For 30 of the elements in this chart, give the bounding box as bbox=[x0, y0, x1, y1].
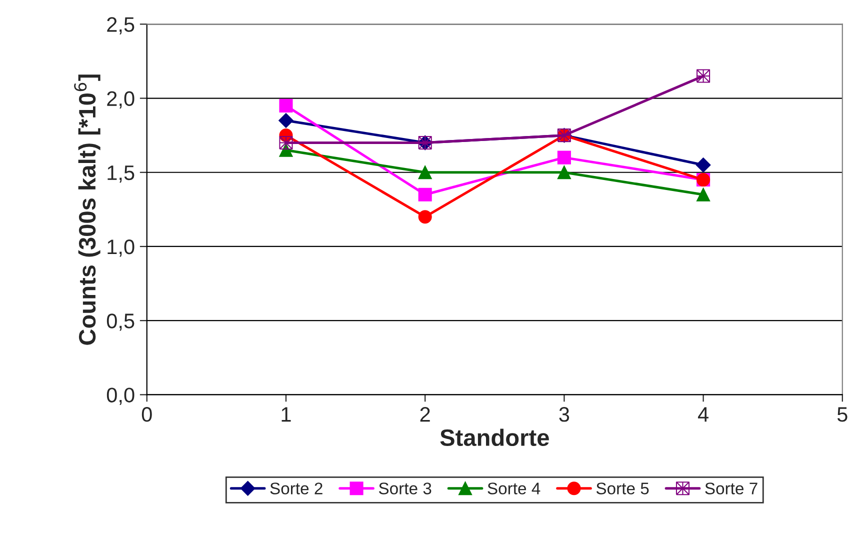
point bbox=[418, 210, 432, 224]
y-tick-label: 2,0 bbox=[107, 91, 134, 108]
legend-label: Sorte 3 bbox=[378, 482, 432, 494]
x-tick-label: 2 bbox=[420, 407, 430, 422]
point bbox=[418, 166, 432, 180]
point bbox=[278, 113, 294, 128]
y-tick-label: 2,5 bbox=[107, 17, 134, 34]
x-tick-label: 0 bbox=[142, 407, 152, 422]
y-tick-label: 1,0 bbox=[108, 239, 134, 257]
point bbox=[557, 166, 571, 180]
y-tick-label: 0,5 bbox=[106, 314, 134, 331]
y-axis-title: Counts (300s kalt) [*10$^{6}$] bbox=[74, 74, 100, 345]
point bbox=[696, 188, 710, 202]
point bbox=[279, 98, 293, 112]
legend-label: Sorte 4 bbox=[488, 482, 540, 494]
x-tick-label: 3 bbox=[559, 407, 570, 422]
point bbox=[418, 188, 432, 202]
point bbox=[279, 136, 293, 150]
x-tick-label: 5 bbox=[837, 407, 848, 422]
legend-label: Sorte 5 bbox=[596, 482, 649, 494]
x-tick-label: 4 bbox=[698, 407, 708, 422]
x-tick-label: 1 bbox=[282, 407, 291, 422]
point bbox=[696, 158, 711, 172]
y-tick-label: 1,5 bbox=[108, 166, 134, 183]
x-axis-title: Standorte bbox=[440, 428, 549, 446]
point bbox=[557, 150, 571, 164]
point bbox=[696, 69, 710, 83]
legend-label: Sorte 2 bbox=[270, 482, 322, 494]
y-tick-label: 0,0 bbox=[106, 388, 134, 405]
legend-label: Sorte 7 bbox=[705, 482, 758, 494]
